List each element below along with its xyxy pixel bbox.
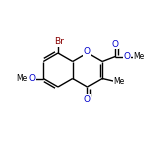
Text: Me: Me (134, 52, 145, 61)
Text: O: O (124, 52, 131, 61)
Text: O: O (84, 95, 91, 104)
Text: Me: Me (17, 74, 28, 83)
Text: O: O (29, 74, 36, 83)
Text: Me: Me (114, 77, 125, 86)
Text: Br: Br (54, 38, 64, 47)
Text: O: O (112, 40, 119, 49)
Text: O: O (84, 47, 91, 57)
